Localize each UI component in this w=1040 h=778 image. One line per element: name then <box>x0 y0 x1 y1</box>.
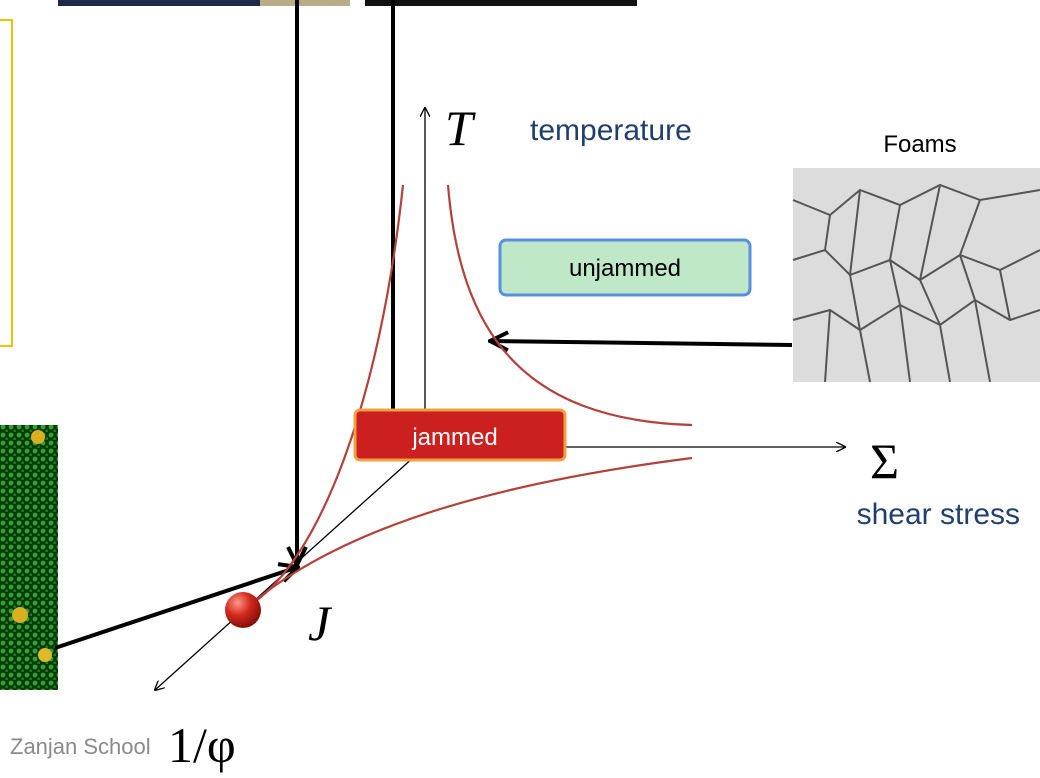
frame-box <box>0 20 12 346</box>
image-strip <box>365 0 637 6</box>
footer: Zanjan School <box>10 734 151 759</box>
unjammed-label: unjammed <box>569 255 681 282</box>
stress-symbol: Σ <box>870 433 899 489</box>
foam-image <box>793 168 1040 382</box>
arrow <box>55 567 298 648</box>
jamming-point-label: J <box>308 595 333 651</box>
foams-label: Foams <box>883 131 956 158</box>
jammed-label: jammed <box>411 424 497 451</box>
jamming-point <box>225 592 261 628</box>
stress-label: shear stress <box>857 498 1020 531</box>
particle <box>31 430 45 444</box>
temperature-label: temperature <box>530 114 692 147</box>
particle <box>38 648 52 662</box>
particle <box>12 607 28 623</box>
temperature-symbol: T <box>445 100 476 156</box>
arrow <box>490 341 792 345</box>
image-strip <box>260 0 350 6</box>
density-symbol: 1/φ <box>168 717 236 773</box>
slide: Foams unjammed jammed T temperature Σ sh… <box>0 0 1040 778</box>
